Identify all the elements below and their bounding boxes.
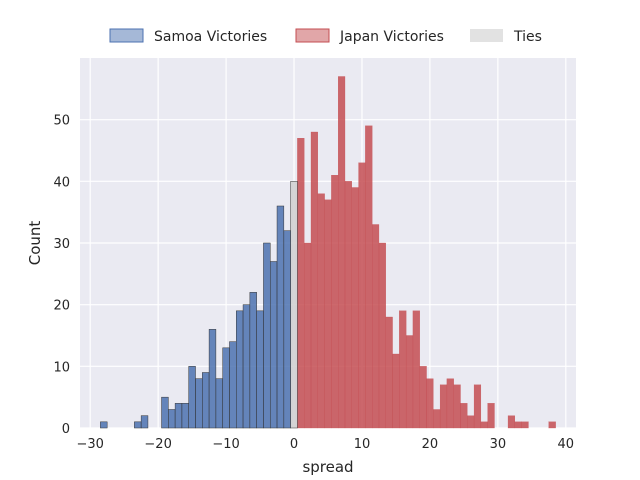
bar	[473, 384, 482, 429]
bar	[446, 378, 454, 429]
bar	[453, 384, 461, 429]
bar	[358, 162, 366, 429]
bar	[181, 403, 189, 429]
legend-swatch	[109, 28, 144, 43]
bar	[412, 310, 420, 429]
x-tick-label: 10	[354, 437, 371, 452]
legend-label: Japan Victories	[339, 29, 444, 45]
bar	[290, 181, 298, 429]
bar	[521, 421, 529, 429]
legend: Samoa Victories Japan Victories Ties	[109, 28, 542, 45]
bar	[195, 378, 203, 429]
bar	[270, 261, 278, 429]
x-tick-label: −30	[76, 437, 103, 452]
x-axis-label: spread	[302, 458, 353, 476]
bar	[229, 341, 237, 429]
bar	[222, 347, 230, 429]
x-tick-label: 30	[490, 437, 507, 452]
bar	[161, 396, 169, 429]
x-tick-label: 40	[558, 437, 575, 452]
bar	[331, 175, 339, 429]
bar	[365, 125, 373, 429]
bar	[467, 415, 475, 429]
bar	[324, 199, 332, 429]
y-tick-label: 20	[53, 299, 70, 314]
y-tick-label: 30	[53, 237, 70, 252]
bar	[283, 230, 291, 429]
bar	[317, 193, 325, 429]
legend-label: Samoa Victories	[154, 29, 267, 45]
bar	[202, 372, 210, 429]
bar	[188, 366, 196, 429]
bar	[514, 421, 522, 429]
x-tick-label: 20	[422, 437, 439, 452]
y-tick-label: 50	[53, 114, 70, 129]
x-tick-label: 0	[290, 437, 298, 452]
bar	[338, 76, 346, 429]
bar	[310, 131, 318, 429]
bar	[140, 415, 149, 429]
bar	[100, 421, 108, 429]
bars	[100, 76, 556, 429]
bar	[297, 138, 305, 429]
x-tick-label: −20	[144, 437, 171, 452]
bar	[399, 310, 407, 429]
y-tick-labels: 0 10 20 30 40 50	[53, 114, 70, 437]
bar	[344, 181, 352, 429]
bar	[249, 292, 257, 429]
bar	[480, 421, 488, 429]
bar	[134, 421, 142, 429]
bar	[460, 403, 468, 429]
bar	[378, 242, 386, 429]
bar	[215, 378, 223, 429]
bar	[426, 378, 434, 429]
bar	[242, 304, 251, 429]
y-tick-label: 40	[53, 175, 70, 190]
bar	[385, 316, 393, 429]
y-axis-label: Count	[26, 221, 44, 266]
bar	[419, 366, 427, 429]
legend-swatch	[295, 28, 330, 43]
bar	[208, 329, 217, 429]
bar	[372, 224, 380, 429]
bar	[256, 310, 264, 429]
bar	[392, 353, 400, 429]
bar	[507, 415, 515, 429]
legend-swatch	[470, 29, 503, 42]
bar	[276, 205, 285, 429]
bar	[304, 242, 312, 429]
y-tick-label: 10	[53, 360, 70, 375]
bar	[263, 242, 271, 429]
x-tick-labels: −30 −20 −10 0 10 20 30 40	[76, 437, 574, 452]
bar	[168, 409, 176, 429]
x-tick-label: −10	[212, 437, 239, 452]
bar	[236, 310, 244, 429]
bar	[405, 335, 414, 429]
bar	[439, 384, 448, 429]
y-tick-label: 0	[62, 422, 70, 437]
bar	[487, 403, 495, 429]
bar	[433, 409, 441, 429]
bar	[174, 403, 183, 429]
bar	[351, 187, 359, 429]
bar	[548, 421, 556, 429]
legend-label: Ties	[513, 29, 542, 45]
